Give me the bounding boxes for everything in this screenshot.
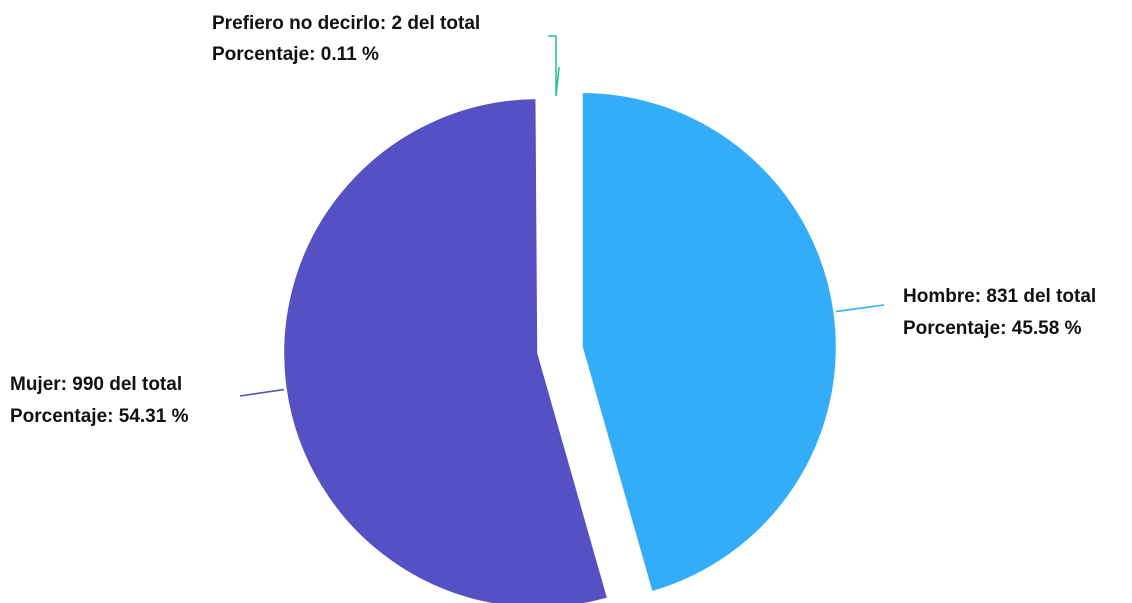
label-hombre-line1: Hombre: 831 del total	[903, 286, 1096, 307]
label-hombre-line2: Porcentaje: 45.58 %	[903, 318, 1082, 339]
pie-slice-prefiero-no-decirlo	[557, 72, 561, 329]
label-mujer-line2: Porcentaje: 54.31 %	[10, 406, 189, 427]
pie-slice-hombre	[580, 90, 838, 594]
leader-line-hombre	[836, 304, 885, 313]
leader-line-prefiero-no-decirlo	[548, 35, 560, 97]
label-prefiero-line2: Porcentaje: 0.11 %	[212, 44, 379, 65]
label-mujer-line1: Mujer: 990 del total	[10, 374, 182, 395]
pie-slices	[282, 72, 838, 603]
label-prefiero-line1: Prefiero no decirlo: 2 del total	[212, 13, 480, 34]
leader-line-mujer	[239, 388, 284, 397]
pie-slice-mujer	[282, 97, 610, 603]
leader-lines	[239, 35, 885, 397]
